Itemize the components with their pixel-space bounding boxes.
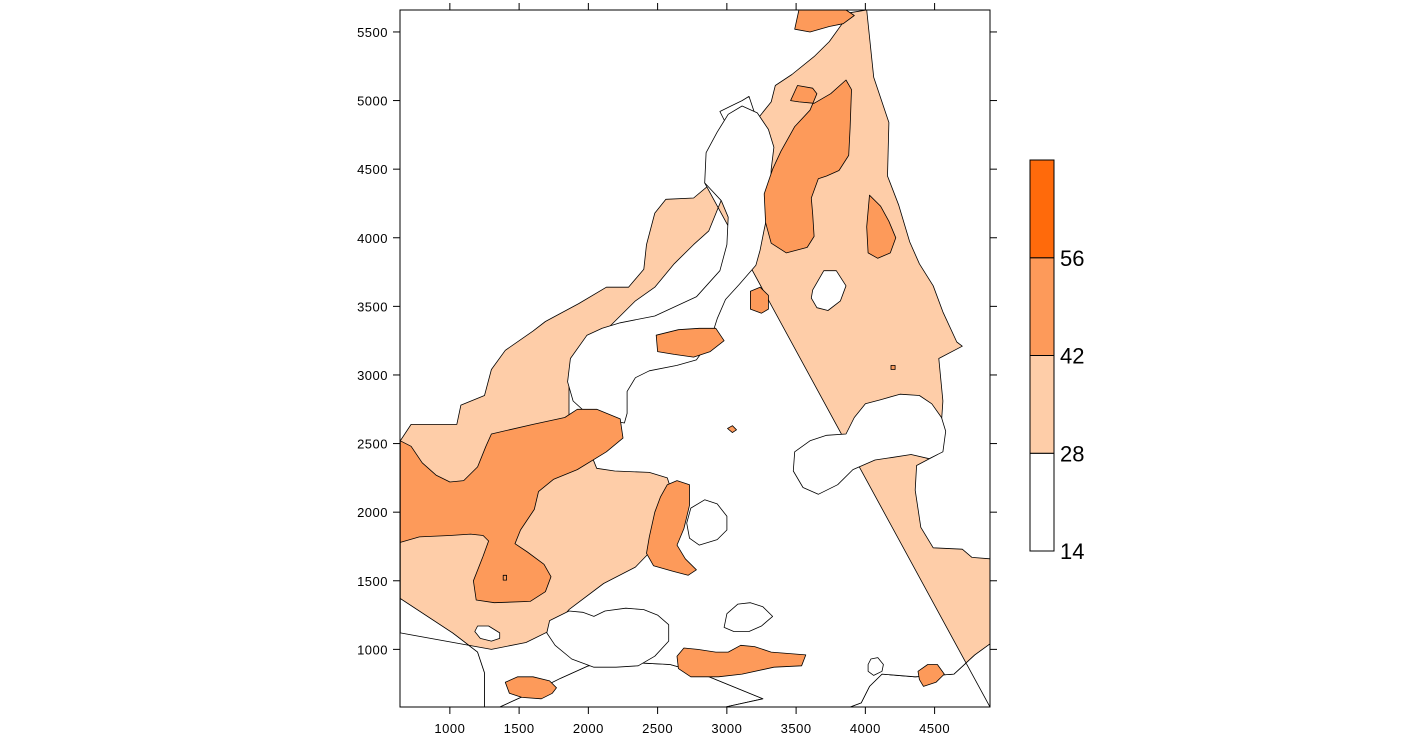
legend-swatch [1029,159,1055,259]
y-tick-label: 3000 [357,368,388,383]
contour-region-white-hole-east [792,393,947,495]
color-legend: 14 28 42 56 [1029,159,1084,564]
y-axis: 1000 1500 2000 2500 3000 3500 4000 4500 5000 5500 [357,25,997,657]
x-tick-label: 2000 [573,721,604,736]
legend-swatch [1029,355,1055,454]
x-tick-label: 3500 [781,721,812,736]
y-tick-label: 5500 [357,25,388,40]
contour-region-orange-tiny-3 [890,364,896,370]
contour-region-white-hole-south-center [723,602,773,632]
contour-region-orange-north-east [763,79,852,254]
contour-region-orange-west [400,408,624,604]
x-tick-label: 3000 [711,721,742,736]
contour-region-white-hole-tiny-east [867,657,884,676]
y-tick-label: 1500 [357,574,388,589]
y-tick-label: 4500 [357,162,388,177]
legend-label: 14 [1060,539,1084,564]
y-tick-label: 4000 [357,231,388,246]
y-tick-label: 5000 [357,94,388,109]
contour-region-orange-center-north [655,327,725,358]
legend-swatch [1029,257,1055,356]
x-tick-label: 1000 [434,721,465,736]
legend-label: 28 [1060,441,1084,466]
x-tick-label: 4500 [919,721,950,736]
x-tick-label: 4000 [850,721,881,736]
contour-region-white-hole-center [686,499,728,546]
legend-swatch [1029,452,1055,552]
x-axis: 1000 1500 2000 2500 3000 3500 4000 4500 [434,3,950,736]
contour-regions [400,10,990,707]
plot-frame [399,9,991,708]
y-tick-label: 2000 [357,505,388,520]
contour-region-orange-south [676,644,807,678]
y-tick-label: 3500 [357,299,388,314]
contour-region-white-hole-south-west [546,607,670,668]
contour-region-orange-south-east-small [917,664,945,687]
legend-label: 56 [1060,246,1084,271]
contour-region-orange-center [646,480,697,576]
legend-label: 42 [1060,344,1084,369]
x-tick-label: 2500 [642,721,673,736]
contour-region-orange-center-small [750,286,769,314]
contour-region-white-hole-center-east [810,270,847,311]
y-tick-label: 1000 [357,642,388,657]
y-tick-label: 2500 [357,437,388,452]
x-tick-label: 1500 [504,721,535,736]
contour-region-orange-south-west [504,676,557,700]
contour-region-orange-tiny-1 [727,425,737,434]
contour-region-orange-north-tip [794,10,855,33]
contour-region-white-hole-tiny-west [474,625,501,642]
contour-region-white-hole-north-channel [567,105,775,424]
contour-region-orange-tiny-2 [502,574,508,581]
contour-region-orange-east-strip [866,194,897,259]
